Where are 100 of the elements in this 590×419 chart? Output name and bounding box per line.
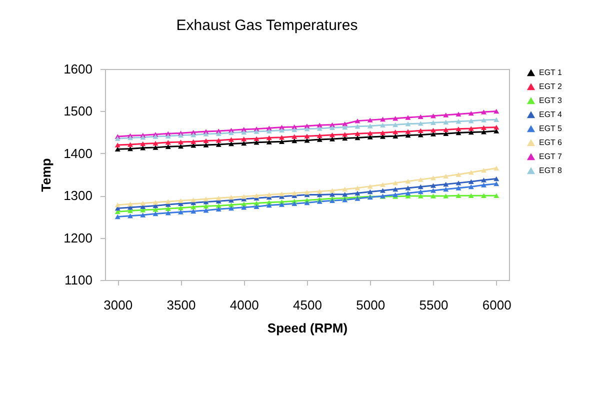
- point: [392, 130, 398, 134]
- point: [330, 198, 335, 204]
- legend-label: EGT 4: [539, 110, 563, 119]
- point: [128, 213, 133, 218]
- point: [266, 192, 272, 198]
- point: [380, 122, 386, 128]
- point: [266, 202, 272, 208]
- point: [494, 193, 500, 198]
- y-tick-label: 1500: [64, 104, 92, 119]
- legend-label: EGT 7: [539, 152, 563, 161]
- chart-title: Exhaust Gas Temperatures: [176, 17, 358, 34]
- point: [190, 204, 196, 210]
- point: [216, 142, 222, 147]
- point: [367, 189, 373, 194]
- point: [367, 124, 373, 128]
- point: [241, 205, 247, 210]
- x-tick-label: 3500: [166, 298, 196, 312]
- y-tick-label: 1200: [64, 230, 92, 246]
- point: [354, 186, 360, 190]
- legend-label: EGT 2: [539, 82, 563, 91]
- point: [481, 193, 486, 198]
- point: [304, 134, 310, 138]
- point: [456, 193, 462, 198]
- point: [418, 177, 424, 182]
- point: [494, 176, 500, 182]
- point: [481, 178, 486, 182]
- point: [380, 182, 386, 187]
- point: [330, 136, 335, 142]
- point: [254, 136, 260, 141]
- point: [190, 132, 196, 138]
- point: [140, 212, 146, 218]
- point: [114, 146, 120, 152]
- point: [190, 208, 196, 214]
- point: [405, 129, 411, 134]
- point: [165, 144, 171, 150]
- point: [468, 170, 474, 175]
- point: [380, 130, 386, 136]
- y-tick-label: 1100: [64, 272, 92, 288]
- point: [443, 120, 449, 125]
- point: [304, 190, 310, 195]
- point: [216, 206, 222, 212]
- point: [456, 118, 462, 124]
- x-tick-label: 5000: [356, 298, 386, 312]
- point: [418, 128, 424, 133]
- point: [254, 129, 260, 134]
- point: [330, 125, 335, 130]
- point: [494, 124, 500, 130]
- point: [430, 194, 436, 198]
- point: [128, 142, 133, 147]
- point: [203, 132, 209, 136]
- point: [443, 182, 449, 187]
- point: [165, 134, 171, 138]
- x-tick-label: 4000: [230, 298, 259, 312]
- point: [216, 203, 222, 208]
- point: [354, 131, 360, 136]
- point: [152, 211, 158, 216]
- x-tick-label: 5500: [419, 298, 448, 312]
- point: [316, 122, 322, 128]
- point: [279, 139, 284, 144]
- point: [468, 193, 474, 198]
- point: [190, 197, 196, 202]
- point: [367, 184, 373, 189]
- point: [279, 192, 284, 196]
- point: [165, 140, 171, 145]
- point: [392, 116, 398, 121]
- point: [380, 116, 386, 122]
- point: [228, 137, 234, 142]
- point: [481, 118, 486, 122]
- point: [304, 200, 310, 206]
- y-axis-title: Temp: [38, 158, 54, 192]
- x-tick-label: 6000: [482, 298, 512, 312]
- point: [443, 194, 449, 198]
- point: [241, 202, 247, 206]
- point: [190, 139, 196, 144]
- point: [430, 113, 436, 118]
- point: [392, 122, 398, 128]
- point: [392, 134, 398, 138]
- point: [481, 125, 486, 130]
- point: [292, 201, 298, 206]
- point: [481, 110, 486, 114]
- point: [354, 124, 360, 129]
- point: [178, 144, 184, 149]
- point: [468, 110, 474, 116]
- point: [292, 127, 298, 132]
- point: [203, 138, 209, 144]
- point: [292, 134, 298, 139]
- point: [456, 112, 462, 117]
- point: [468, 179, 474, 184]
- point: [494, 181, 500, 186]
- point: [456, 180, 462, 186]
- point: [114, 214, 120, 220]
- point: [354, 118, 360, 124]
- point: [342, 132, 348, 137]
- point: [228, 130, 234, 136]
- point: [266, 128, 272, 134]
- point: [128, 146, 133, 152]
- point: [468, 184, 474, 190]
- point: [494, 108, 500, 114]
- point: [392, 180, 398, 186]
- point: [405, 190, 411, 196]
